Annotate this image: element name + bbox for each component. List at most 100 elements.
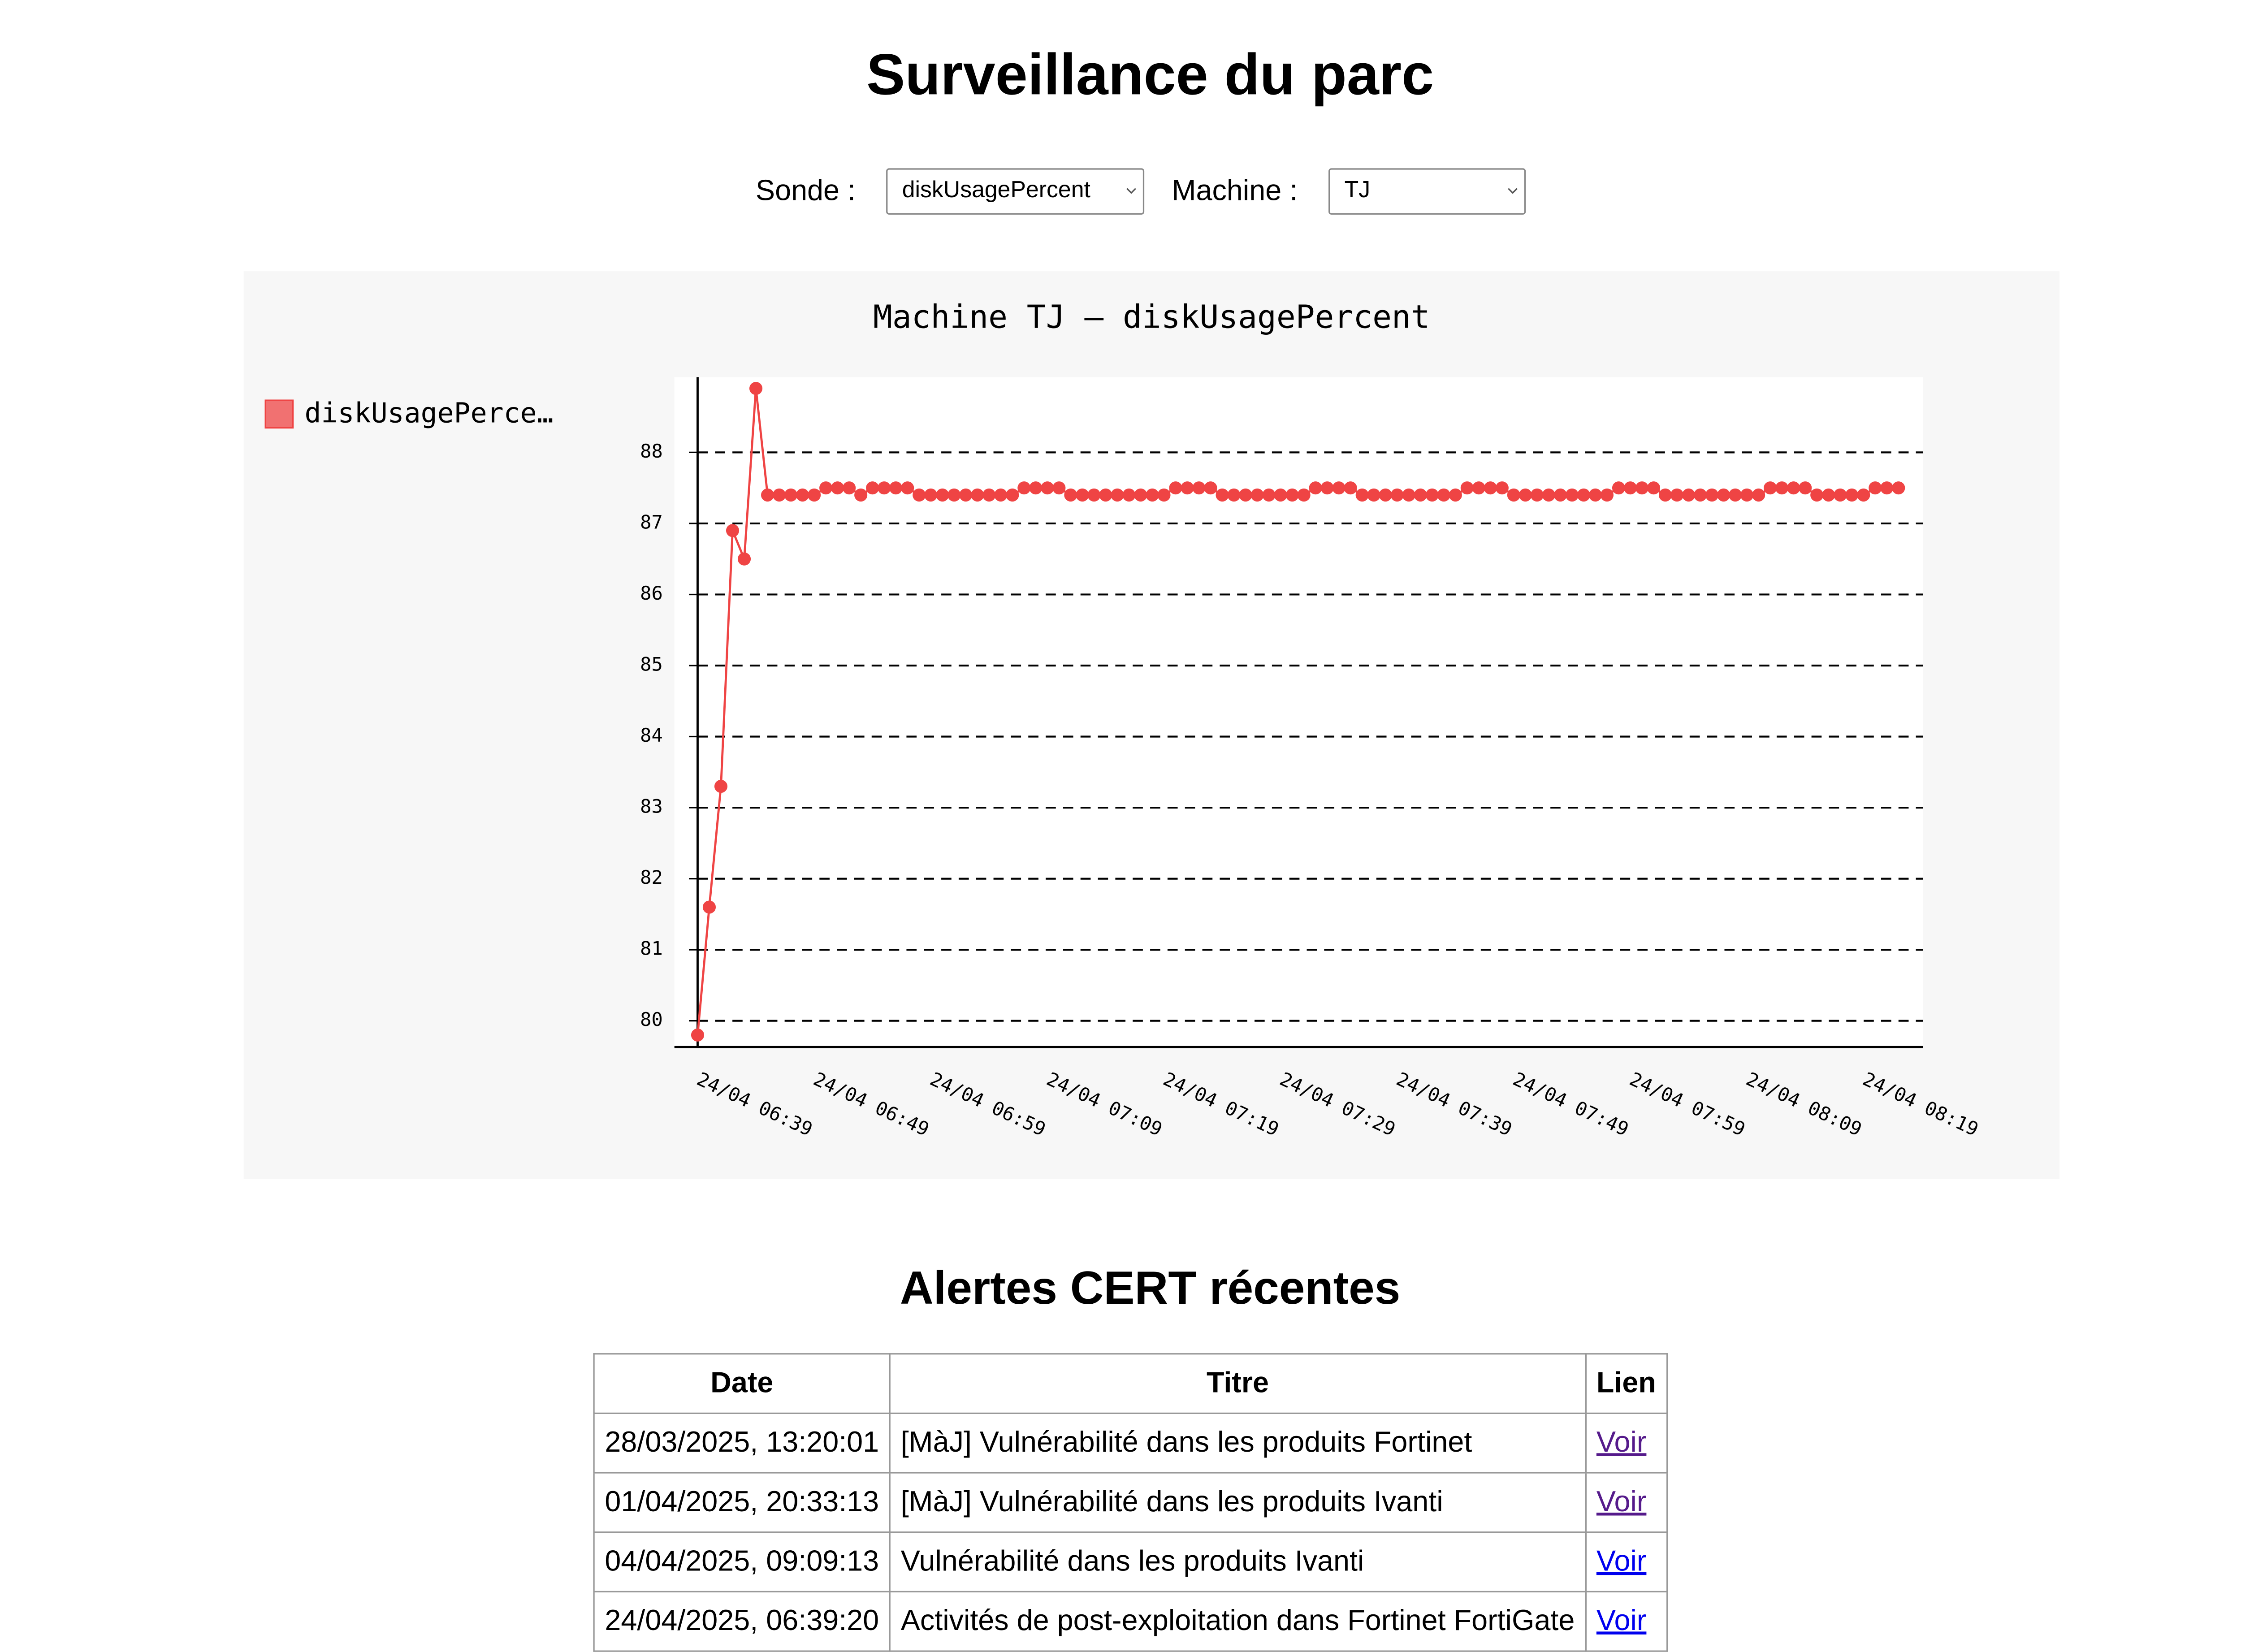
alert-link[interactable]: Voir bbox=[1596, 1604, 1647, 1637]
data-point bbox=[1262, 488, 1276, 502]
data-point bbox=[1577, 488, 1591, 502]
y-tick-label: 88 bbox=[640, 440, 663, 462]
title-cell: Vulnérabilité dans les produits Ivanti bbox=[889, 1531, 1587, 1593]
data-point bbox=[1169, 481, 1182, 495]
column-header: Titre bbox=[889, 1353, 1587, 1414]
data-point bbox=[1052, 481, 1066, 495]
data-point bbox=[1682, 488, 1696, 502]
date-cell: 04/04/2025, 09:09:13 bbox=[593, 1531, 891, 1593]
probe-select[interactable]: diskUsagePercent bbox=[886, 168, 1145, 215]
data-point bbox=[831, 481, 844, 495]
legend-label: diskUsagePerce… bbox=[305, 398, 554, 429]
data-point bbox=[1857, 488, 1870, 502]
alert-link[interactable]: Voir bbox=[1596, 1426, 1647, 1458]
data-point bbox=[854, 488, 868, 502]
data-point bbox=[1775, 481, 1789, 495]
data-point bbox=[971, 488, 984, 502]
alerts-table: Date Titre Lien 28/03/2025, 13:20:01 [MàJ] V… bbox=[593, 1353, 1668, 1652]
data-point bbox=[1181, 481, 1194, 495]
data-point bbox=[1122, 488, 1136, 502]
column-header: Lien bbox=[1584, 1353, 1668, 1414]
data-point bbox=[1146, 488, 1159, 502]
link-cell: Voir bbox=[1584, 1531, 1668, 1593]
link-cell: Voir bbox=[1584, 1412, 1668, 1474]
data-point bbox=[947, 488, 961, 502]
link-cell: Voir bbox=[1584, 1591, 1668, 1652]
data-point bbox=[1764, 481, 1777, 495]
data-point bbox=[1495, 481, 1509, 495]
x-tick-label: 24/04 07:09 bbox=[1043, 1068, 1166, 1141]
data-point bbox=[714, 779, 728, 793]
data-point bbox=[889, 481, 903, 495]
data-point bbox=[1425, 488, 1439, 502]
data-point bbox=[1216, 488, 1229, 502]
data-point bbox=[1565, 488, 1579, 502]
data-point bbox=[1250, 488, 1264, 502]
date-cell: 01/04/2025, 20:33:13 bbox=[593, 1472, 891, 1533]
machine-select[interactable]: TJ bbox=[1328, 168, 1526, 215]
data-point bbox=[1553, 488, 1567, 502]
data-point bbox=[1367, 488, 1380, 502]
data-point bbox=[1320, 481, 1334, 495]
chevron bbox=[1126, 188, 1136, 194]
data-point bbox=[1239, 488, 1252, 502]
x-tick-label: 24/04 08:19 bbox=[1860, 1068, 1982, 1141]
alert-link[interactable]: Voir bbox=[1596, 1486, 1647, 1518]
data-point bbox=[1437, 488, 1450, 502]
data-point bbox=[1449, 488, 1462, 502]
data-point bbox=[1029, 481, 1043, 495]
data-point bbox=[1192, 481, 1206, 495]
date-cell: 24/04/2025, 06:39:20 bbox=[593, 1591, 891, 1652]
data-point bbox=[1041, 481, 1054, 495]
y-tick-label: 83 bbox=[640, 796, 663, 817]
data-point bbox=[1076, 488, 1089, 502]
data-point bbox=[761, 488, 774, 502]
data-point bbox=[726, 524, 740, 537]
x-tick-label: 24/04 06:49 bbox=[810, 1068, 933, 1141]
data-point bbox=[1635, 481, 1649, 495]
data-point bbox=[913, 488, 926, 502]
data-point bbox=[924, 488, 938, 502]
select-value: diskUsagePercent bbox=[902, 178, 1090, 203]
data-point bbox=[1717, 488, 1731, 502]
data-point bbox=[1204, 481, 1217, 495]
x-tick-label: 24/04 07:59 bbox=[1626, 1068, 1748, 1141]
section-title: Alertes CERT récentes bbox=[900, 1262, 1401, 1314]
data-point bbox=[1064, 488, 1077, 502]
y-tick-label: 87 bbox=[640, 511, 663, 533]
chevron bbox=[1508, 188, 1518, 194]
data-point bbox=[784, 488, 798, 502]
data-point bbox=[901, 481, 914, 495]
data-point bbox=[1134, 488, 1147, 502]
plot-area bbox=[674, 377, 1923, 1047]
data-point bbox=[749, 382, 763, 395]
alert-row: 24/04/2025, 06:39:20 Activités de post-ex… bbox=[593, 1591, 1668, 1652]
data-point bbox=[1822, 488, 1835, 502]
x-tick-label: 24/04 07:19 bbox=[1160, 1068, 1282, 1141]
data-point bbox=[1845, 488, 1859, 502]
data-point bbox=[1472, 481, 1485, 495]
alert-row: 01/04/2025, 20:33:13 [MàJ] Vulnérabilité … bbox=[593, 1472, 1668, 1533]
alert-link[interactable]: Voir bbox=[1596, 1545, 1647, 1578]
data-point bbox=[1379, 488, 1392, 502]
data-point bbox=[691, 1028, 705, 1042]
data-point bbox=[1111, 488, 1124, 502]
data-point bbox=[1297, 488, 1311, 502]
y-tick-label: 82 bbox=[640, 866, 663, 888]
title-cell: [MàJ] Vulnérabilité dans les produits Iv… bbox=[889, 1472, 1587, 1533]
data-point bbox=[982, 488, 996, 502]
title-cell: Activités de post-exploitation dans Fort… bbox=[889, 1591, 1587, 1652]
data-point bbox=[1402, 488, 1415, 502]
header-row: Date Titre Lien bbox=[593, 1353, 1668, 1414]
data-point bbox=[1414, 488, 1427, 502]
x-tick-label: 24/04 08:09 bbox=[1743, 1068, 1865, 1141]
data-point bbox=[936, 488, 949, 502]
data-point bbox=[1588, 488, 1602, 502]
data-point bbox=[1507, 488, 1520, 502]
data-point bbox=[1670, 488, 1684, 502]
data-point bbox=[1799, 481, 1812, 495]
data-point bbox=[702, 900, 716, 914]
link-cell: Voir bbox=[1584, 1472, 1668, 1533]
data-point bbox=[1344, 481, 1357, 495]
